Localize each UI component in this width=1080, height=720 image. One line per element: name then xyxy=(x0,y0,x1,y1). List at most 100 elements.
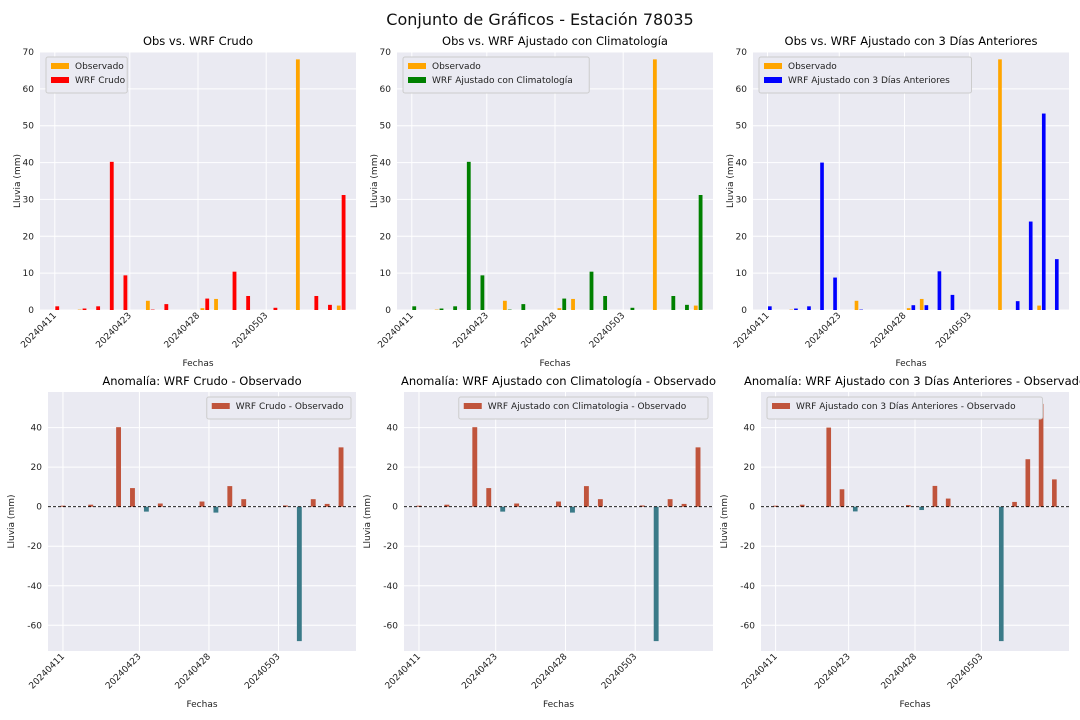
legend-label: WRF Crudo - Observado xyxy=(236,402,344,412)
bar xyxy=(630,307,635,310)
bar xyxy=(852,506,858,512)
bar xyxy=(681,503,687,507)
bar xyxy=(521,304,526,310)
bar xyxy=(597,499,603,507)
y-tick-label: 0 xyxy=(392,503,398,513)
legend-swatch xyxy=(408,77,426,83)
y-tick-label: 20 xyxy=(387,463,399,473)
x-tick-label: 20240503 xyxy=(243,652,282,691)
x-tick-label: 20240423 xyxy=(451,311,490,350)
x-tick-label: 20240428 xyxy=(869,311,909,351)
bar xyxy=(833,277,837,310)
bar xyxy=(232,271,237,310)
bar xyxy=(693,305,698,310)
bar xyxy=(227,486,233,507)
bar xyxy=(486,488,492,507)
x-axis-label: Fechas xyxy=(899,700,930,710)
y-tick-label: -20 xyxy=(383,542,398,552)
y-tick-label: 50 xyxy=(380,122,392,132)
bar xyxy=(794,308,798,310)
bar xyxy=(246,295,251,310)
bar xyxy=(1025,459,1031,507)
legend-box xyxy=(758,56,972,94)
bar xyxy=(768,306,772,310)
legend-box xyxy=(458,396,709,420)
x-axis-label: Fechas xyxy=(186,700,217,710)
bar xyxy=(603,295,608,310)
chart-panel-6: -60 -40 -20 0 20 40 20240411 20240423 20240428 20… xyxy=(720,374,1080,710)
y-tick-label: 60 xyxy=(23,85,35,95)
bar xyxy=(82,308,87,310)
chart-panel-5: -60 -40 -20 0 20 40 20240411 20240423 20240428 20… xyxy=(363,374,716,710)
x-tick-label: 20240423 xyxy=(813,652,852,691)
y-tick-label: 20 xyxy=(31,463,43,473)
bar xyxy=(416,505,422,507)
bar xyxy=(685,304,689,310)
panel-title: Anomalía: WRF Ajustado con 3 Días Anteri… xyxy=(744,374,1080,388)
legend-box xyxy=(206,396,352,420)
bar xyxy=(671,295,676,310)
x-tick-label: 20240503 xyxy=(946,652,985,691)
x-tick-label: 20240411 xyxy=(28,652,67,691)
y-tick-label: 0 xyxy=(385,306,391,316)
legend: Observado WRF Ajustado con Climatología xyxy=(402,56,590,94)
bar xyxy=(241,499,247,507)
y-axis-label: Lluvia (mm) xyxy=(13,154,23,208)
plot-area xyxy=(753,52,1069,310)
y-tick-label: 60 xyxy=(736,85,748,95)
bar xyxy=(96,306,101,310)
y-tick-label: -40 xyxy=(27,582,42,592)
bar xyxy=(1041,113,1046,311)
x-axis-label: Fechas xyxy=(543,700,574,710)
bar xyxy=(1028,221,1033,310)
legend-swatch xyxy=(463,403,482,409)
bar xyxy=(310,499,316,507)
bar xyxy=(826,427,832,507)
y-axis-label: Lluvia (mm) xyxy=(363,495,373,549)
bar xyxy=(205,298,210,310)
y-tick-label: -60 xyxy=(383,621,398,631)
bar xyxy=(1037,305,1041,310)
chart-panel-3: 0 10 20 30 40 50 60 70 20240411 20240423 20240428 2… xyxy=(726,34,1069,369)
bar xyxy=(213,506,219,513)
bar xyxy=(911,305,916,310)
bar xyxy=(502,300,507,310)
y-tick-label: 30 xyxy=(736,195,748,205)
legend-label: WRF Ajustado con 3 Días Anteriores xyxy=(788,76,950,86)
y-tick-label: -40 xyxy=(740,582,755,592)
bar xyxy=(998,506,1004,642)
bar xyxy=(653,506,659,642)
y-tick-label: -20 xyxy=(27,542,42,552)
bar xyxy=(116,427,122,507)
bar xyxy=(55,306,60,310)
legend-swatch xyxy=(51,77,69,83)
legend: WRF Ajustado con 3 Días Anteriores - Obs… xyxy=(766,396,1043,420)
bar xyxy=(937,271,942,310)
bar xyxy=(919,298,924,310)
legend-label: WRF Ajustado con Climatología xyxy=(432,76,573,86)
bar xyxy=(1054,259,1059,310)
chart-panel-2: 0 10 20 30 40 50 60 70 20240411 20240423 20240428 2… xyxy=(370,34,713,369)
bar xyxy=(130,488,135,507)
bar xyxy=(88,504,94,507)
x-axis-label: Fechas xyxy=(539,359,570,369)
y-tick-label: 10 xyxy=(23,269,35,279)
y-axis-label: Lluvia (mm) xyxy=(7,495,17,549)
legend-label: WRF Ajustado con 3 Días Anteriores - Obs… xyxy=(796,402,1016,412)
bar xyxy=(950,294,955,310)
y-tick-label: 10 xyxy=(736,269,748,279)
bar xyxy=(589,271,594,310)
x-tick-label: 20240428 xyxy=(174,652,214,692)
figure-title: Conjunto de Gráficos - Estación 78035 xyxy=(386,10,694,29)
x-tick-label: 20240423 xyxy=(104,652,143,691)
bar xyxy=(500,506,506,512)
y-tick-label: 0 xyxy=(28,306,34,316)
legend-label: WRF Ajustado con Climatologia - Observad… xyxy=(488,402,687,412)
y-tick-label: 70 xyxy=(736,48,748,58)
y-tick-label: 20 xyxy=(744,463,756,473)
bar xyxy=(1038,403,1044,507)
legend-swatch xyxy=(408,63,426,69)
bar xyxy=(164,304,169,310)
x-tick-label: 20240411 xyxy=(376,311,415,350)
bar xyxy=(773,505,778,507)
